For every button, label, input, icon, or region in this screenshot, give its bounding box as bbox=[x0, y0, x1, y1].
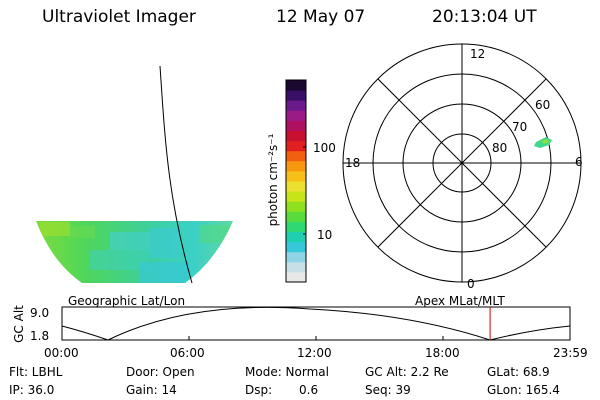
info-glon: GLon: 165.4 bbox=[487, 383, 560, 397]
polar-lat-80: 80 bbox=[492, 141, 508, 155]
timeline-ytick-low: 1.8 bbox=[30, 329, 50, 343]
color-bar-segment bbox=[286, 160, 306, 172]
color-bar-segment bbox=[286, 100, 306, 111]
aurora-spot-core bbox=[541, 139, 549, 144]
info-door: Door: Open bbox=[126, 365, 195, 379]
timeline-xtick-0600: 06:00 bbox=[170, 346, 205, 360]
color-bar-segment bbox=[286, 221, 306, 232]
instrument-title: Ultraviolet Imager bbox=[42, 7, 196, 27]
polar-lat-60: 60 bbox=[535, 98, 551, 112]
altitude-curve bbox=[61, 306, 571, 341]
color-bar-segment bbox=[286, 150, 306, 162]
apex-label: Apex MLat/MLT bbox=[415, 294, 505, 308]
info-dsp-label: Dsp: bbox=[245, 383, 273, 397]
color-bar-segment bbox=[286, 140, 306, 152]
polar-diagonal-2 bbox=[377, 78, 547, 248]
timeline-xtick-2359: 23:59 bbox=[553, 346, 588, 360]
color-bar-segment bbox=[286, 261, 306, 273]
color-bar-segment bbox=[286, 130, 306, 142]
color-bar-frame bbox=[285, 79, 307, 283]
color-bar-segment bbox=[286, 191, 306, 202]
info-dsp-value: 0.6 bbox=[299, 383, 319, 397]
timeline-frame bbox=[61, 306, 571, 341]
polar-label-top: 12 bbox=[470, 47, 486, 61]
color-bar-segments bbox=[286, 80, 306, 283]
color-bar-segment bbox=[286, 211, 306, 222]
timeline-xtick-1800: 18:00 bbox=[425, 346, 460, 360]
info-gain: Gain: 14 bbox=[126, 383, 177, 397]
terminator-line bbox=[159, 65, 193, 284]
polar-label-left: 18 bbox=[345, 156, 361, 170]
info-flt: Flt: LBHL bbox=[9, 365, 63, 379]
observation-time: 20:13:04 UT bbox=[432, 7, 537, 27]
timeline-xtick-0000: 00:00 bbox=[44, 346, 79, 360]
info-seq: Seq: 39 bbox=[365, 383, 411, 397]
observation-date: 12 May 07 bbox=[276, 7, 366, 27]
geographic-label: Geographic Lat/Lon bbox=[68, 294, 186, 308]
info-glat: GLat: 68.9 bbox=[487, 365, 550, 379]
info-mode: Mode: Normal bbox=[245, 365, 329, 379]
timeline-ylabel: GC Alt bbox=[12, 305, 26, 343]
color-bar-segment bbox=[286, 201, 306, 212]
color-bar-segment bbox=[286, 80, 306, 91]
color-bar-label-10: 10 bbox=[317, 228, 333, 242]
color-bar-segment bbox=[286, 231, 306, 243]
info-gcalt: GC Alt: 2.2 Re bbox=[365, 365, 449, 379]
polar-label-bottom: 0 bbox=[467, 277, 475, 291]
color-bar-segment bbox=[286, 170, 306, 182]
color-bar-segment bbox=[286, 90, 306, 101]
info-ip: IP: 36.0 bbox=[9, 383, 55, 397]
color-bar-segment bbox=[286, 110, 306, 121]
polar-lat-70: 70 bbox=[512, 120, 528, 134]
timeline-ytick-high: 9.0 bbox=[30, 306, 50, 320]
polar-label-right: 6 bbox=[575, 155, 583, 169]
color-bar-segment bbox=[286, 120, 306, 131]
color-bar-segment bbox=[286, 241, 306, 253]
geographic-image-mottling bbox=[40, 222, 230, 283]
color-bar-segment bbox=[286, 181, 306, 192]
timeline-xtick-1200: 12:00 bbox=[297, 346, 332, 360]
color-bar-label-100: 100 bbox=[313, 141, 336, 155]
color-bar-segment bbox=[286, 271, 306, 283]
color-bar-segment bbox=[286, 251, 306, 263]
